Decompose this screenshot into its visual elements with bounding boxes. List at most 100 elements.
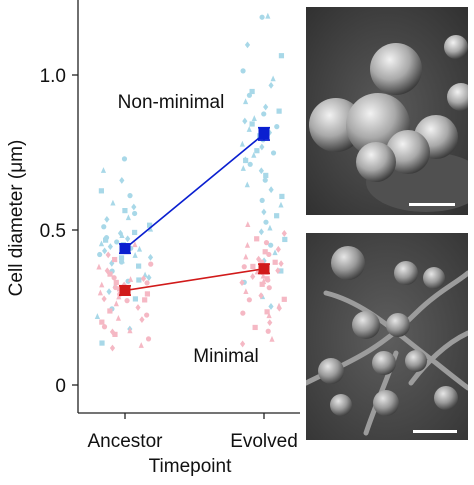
data-point [112,256,118,263]
data-point [263,172,269,179]
data-point [101,324,108,330]
data-point [121,156,128,162]
data-point [104,267,110,275]
data-point [132,241,138,248]
data-point [249,88,255,95]
mean-line [124,133,265,250]
x-axis-label: Timepoint [149,456,232,477]
data-point [268,242,274,248]
scale-bar [413,430,457,433]
data-point [148,261,154,267]
data-point [267,319,273,327]
data-point [275,267,281,275]
data-point [112,331,118,337]
data-point [256,255,262,263]
data-point [266,251,272,258]
data-point [254,236,260,242]
data-point [264,309,270,315]
data-point [241,264,247,270]
data-point [119,232,125,238]
y-axis-label: Cell diameter (μm) [6,140,27,297]
data-point [263,103,269,111]
data-point [116,293,122,300]
data-point [94,313,100,319]
data-point [98,188,104,194]
data-point [276,108,282,114]
data-point [269,335,275,342]
data-point [102,247,108,255]
data-point [278,260,284,268]
data-point [258,292,264,300]
data-point [107,271,113,277]
data-point [261,111,267,117]
data-point [246,297,252,303]
data-point [107,308,113,314]
data-point [147,253,154,261]
data-point [104,215,110,223]
data-point [112,284,119,291]
data-point [99,340,105,346]
data-point [111,275,117,281]
data-point [261,208,267,216]
data-point [259,14,265,20]
data-point [125,235,131,243]
y-tick-label: 1.0 [40,66,66,87]
data-point [105,251,111,259]
data-point [127,327,133,334]
data-point [99,319,105,325]
data-point [272,259,278,265]
data-point [144,312,150,318]
data-point [115,314,122,321]
data-point [245,221,251,228]
data-point [147,225,154,232]
data-point [247,161,253,167]
data-point [272,249,278,256]
data-point [275,245,281,253]
data-point [240,68,246,74]
data-point [125,214,131,221]
data-point [281,230,287,237]
data-point [243,253,249,260]
data-point [267,224,273,231]
data-point [139,316,145,324]
cell-diameter-chart: 0 0.5 1.0 Ancestor Evolved Cell diameter (μm… [6,0,300,477]
data-point [127,193,133,199]
data-point [270,150,277,156]
data-point [136,263,142,269]
data-point [278,268,284,274]
data-point [97,251,103,258]
data-point [274,124,280,130]
ticks-layer: 0 0.5 1.0 Ancestor Evolved [40,66,298,452]
mean-marker [119,243,131,255]
data-point [146,222,153,228]
data-point [243,288,249,295]
data-point [266,312,272,319]
data-point [119,177,125,184]
data-point [278,53,285,59]
data-point [146,274,152,281]
data-point [244,181,250,188]
data-point [132,296,139,302]
y-tick-label: 0.5 [40,221,66,242]
data-point [268,186,274,194]
data-point [100,167,107,173]
data-point [144,280,150,286]
mean-marker [258,128,270,140]
data-point [242,117,248,125]
data-point [136,277,142,283]
annotation-minimal: Minimal [193,346,258,367]
data-point [249,121,255,127]
data-point [279,193,285,200]
data-point [282,236,288,243]
data-point [136,245,143,252]
data-point [270,75,276,82]
mean-marker [258,263,270,275]
sem-image-non-minimal [306,7,468,215]
data-point [131,203,137,211]
means-layer [119,126,270,296]
sem-image-minimal [306,233,468,440]
data-point [246,92,253,98]
data-point [268,82,274,89]
data-point [103,237,109,243]
data-point [240,165,246,171]
